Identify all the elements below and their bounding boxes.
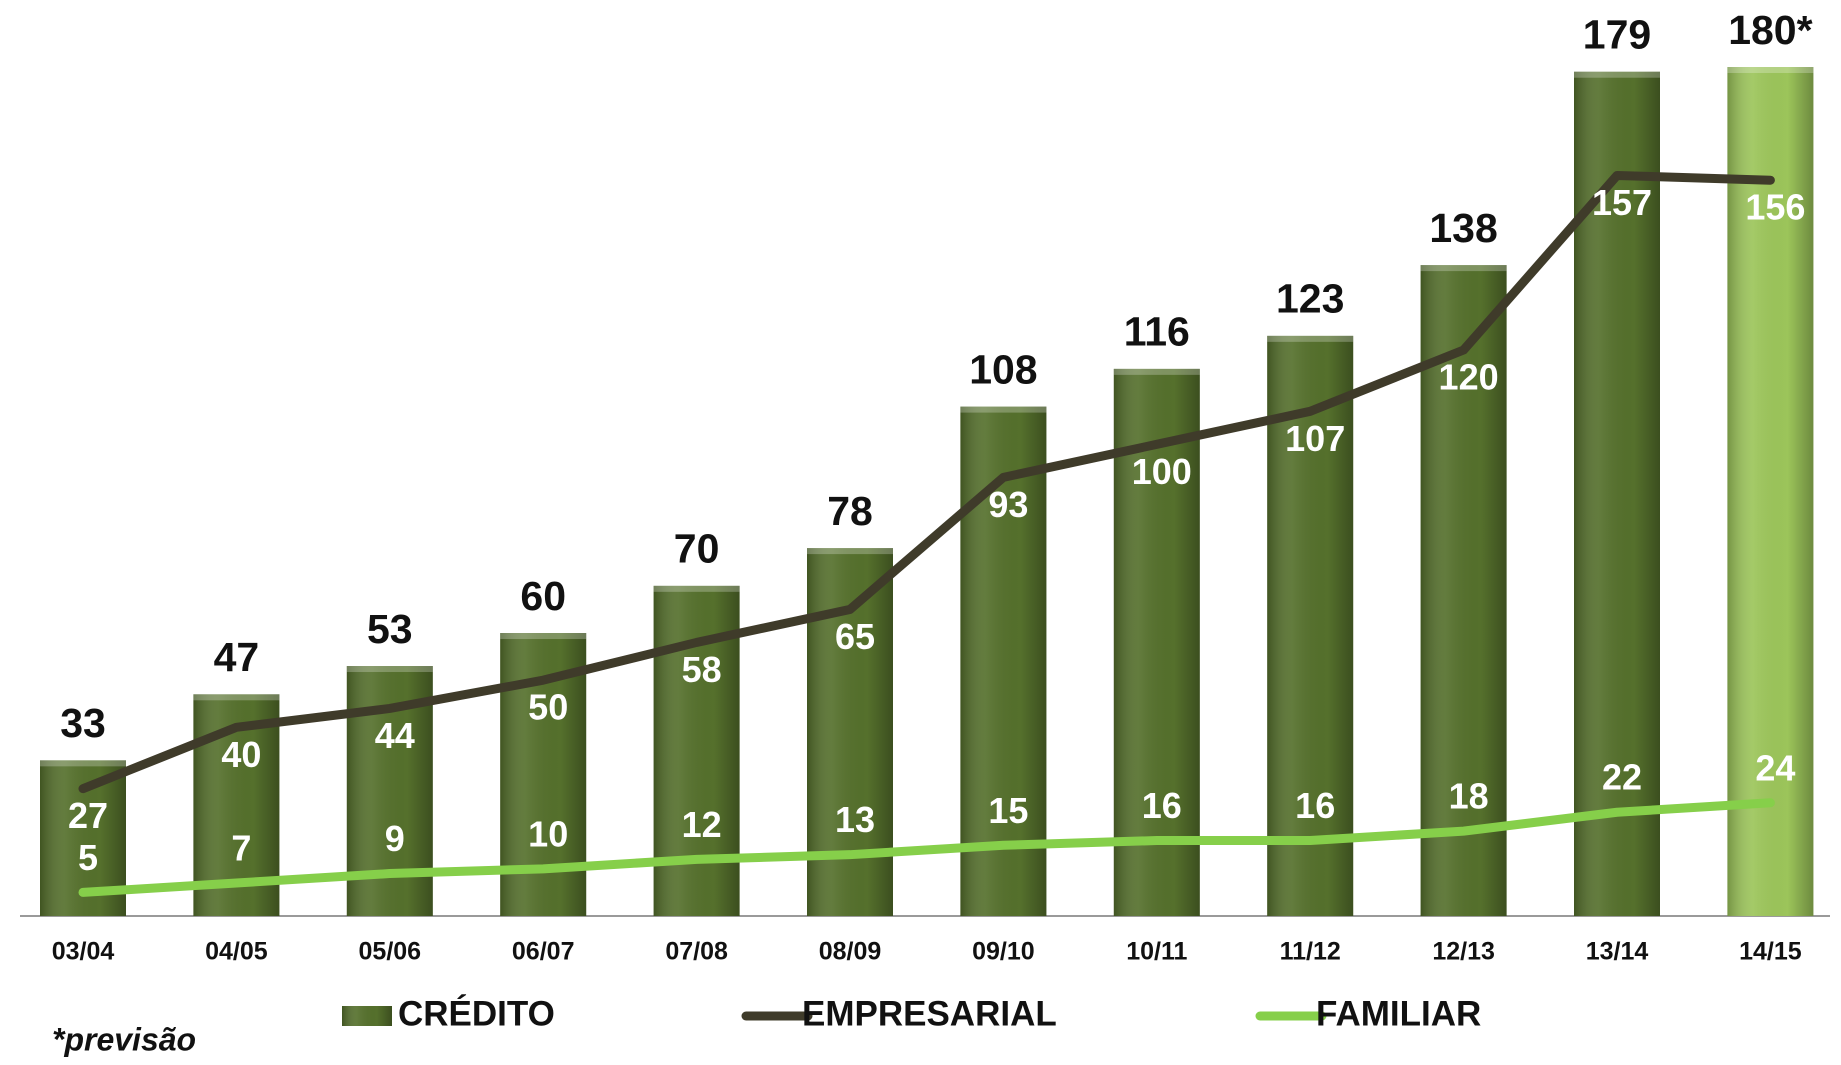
bar-cap [1420, 265, 1507, 272]
data-label: 15 [988, 790, 1028, 831]
x-tick-label: 04/05 [205, 938, 268, 966]
data-label: 50 [528, 687, 568, 728]
data-label: 120 [1439, 357, 1499, 398]
line [78, 170, 1775, 794]
x-tick-label: 07/08 [665, 938, 728, 966]
bar-cap [346, 666, 433, 673]
legend-label: CRÉDITO [398, 993, 555, 1033]
data-label: 53 [367, 606, 413, 652]
data-label: 156 [1745, 187, 1805, 228]
data-label: 9 [385, 818, 405, 859]
x-tick-label: 12/13 [1432, 938, 1495, 966]
x-tick-label: 11/12 [1280, 938, 1341, 966]
data-label: 5 [78, 837, 98, 878]
data-label: 40 [221, 734, 261, 775]
line [78, 798, 1775, 897]
bar-sheen [1113, 368, 1200, 916]
data-label: 22 [1602, 757, 1642, 798]
legend-label: FAMILIAR [1316, 994, 1481, 1033]
bar-cap [807, 548, 893, 555]
data-label: 123 [1276, 276, 1344, 322]
bar-cap [1267, 335, 1354, 342]
data-label: 13 [835, 799, 875, 840]
data-label: 100 [1132, 451, 1192, 492]
data-label: 44 [375, 715, 415, 756]
data-label: 78 [827, 488, 873, 534]
note: *previsão [52, 1021, 196, 1057]
data-label: 93 [988, 484, 1028, 525]
data-label: 47 [214, 634, 260, 680]
data-label: 7 [231, 827, 251, 868]
data-label: 179 [1583, 12, 1651, 58]
x-tick-label: 05/06 [359, 938, 422, 966]
data-label: 180* [1728, 7, 1812, 53]
data-label: 10 [528, 813, 568, 854]
data-label: 107 [1285, 418, 1345, 459]
data-label: 18 [1449, 776, 1489, 817]
data-label: 27 [68, 795, 108, 836]
x-tick-label: 14/15 [1739, 938, 1802, 966]
data-label: 65 [835, 616, 875, 657]
data-label: 24 [1755, 747, 1795, 788]
bar-cap [193, 694, 280, 701]
bar-sheen [1727, 67, 1814, 916]
data-label: 12 [682, 804, 722, 845]
bar-cap [40, 760, 126, 767]
bar-cap [960, 406, 1047, 413]
bar-cap [1574, 71, 1660, 78]
data-label: 16 [1295, 785, 1335, 826]
legend-label: EMPRESARIAL [802, 994, 1057, 1033]
data-label: 58 [682, 649, 722, 690]
data-label: 157 [1592, 182, 1652, 223]
x-tick-label: 10/11 [1126, 938, 1187, 966]
x-tick-label: 08/09 [819, 938, 882, 966]
data-label: 16 [1142, 785, 1182, 826]
data-label: 33 [60, 700, 106, 746]
data-label: 108 [969, 346, 1037, 392]
bar-cap [1727, 67, 1814, 73]
data-label: 70 [674, 526, 720, 572]
x-tick-label: 09/10 [972, 938, 1035, 966]
bar-cap [653, 585, 740, 592]
bar-sheen [1267, 335, 1354, 917]
x-tick-label: 13/14 [1586, 938, 1649, 966]
data-label: 60 [520, 573, 566, 619]
bar-sheen [960, 406, 1047, 916]
x-tick-label: 06/07 [512, 938, 575, 966]
bar-sheen [807, 548, 893, 916]
data-label: 116 [1124, 309, 1190, 355]
bar-cap [500, 633, 587, 639]
bar-cap [1113, 368, 1200, 375]
legend-swatch-sheen [342, 1006, 392, 1026]
x-tick-label: 03/04 [52, 938, 115, 966]
data-label: 138 [1429, 205, 1497, 251]
bar-sheen [1420, 265, 1507, 917]
